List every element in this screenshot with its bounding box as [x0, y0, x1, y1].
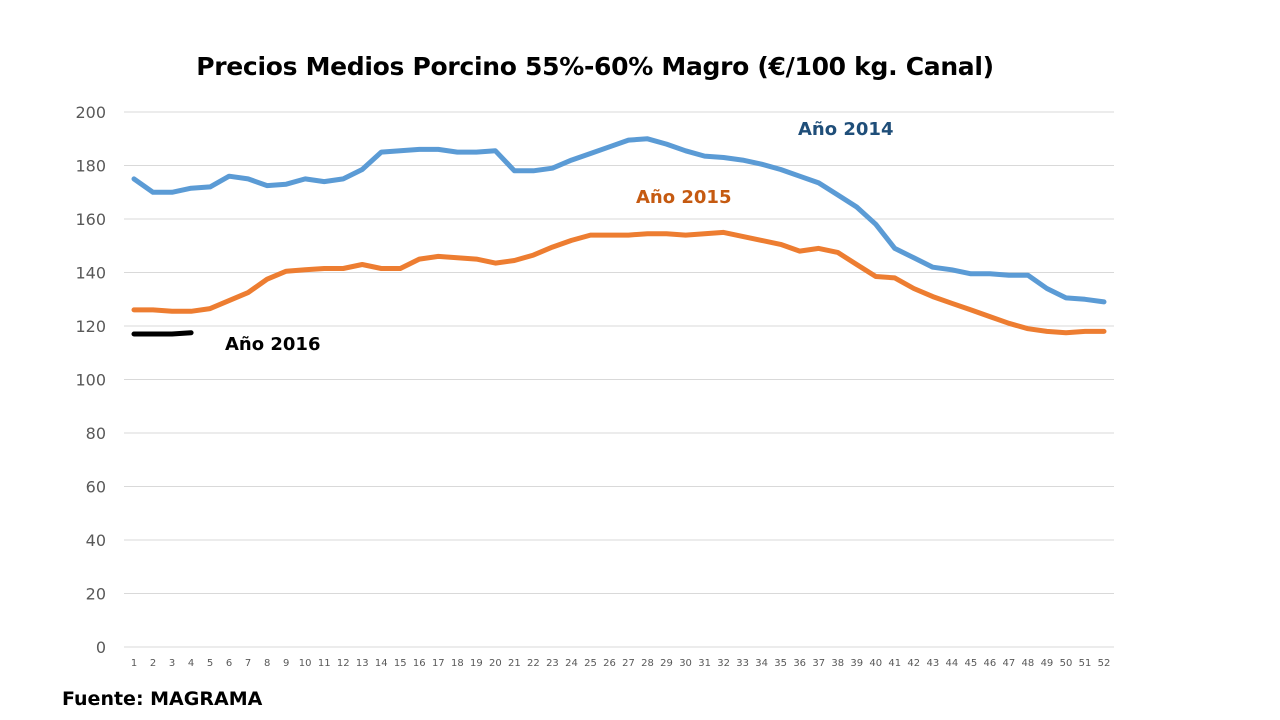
x-tick-label: 26	[603, 658, 616, 669]
x-tick-label: 29	[660, 658, 673, 669]
x-tick-label: 44	[945, 658, 958, 669]
x-tick-label: 5	[207, 658, 213, 669]
x-tick-label: 11	[318, 658, 331, 669]
x-tick-label: 39	[850, 658, 863, 669]
y-tick-label: 80	[86, 424, 106, 443]
x-tick-label: 24	[565, 658, 578, 669]
x-tick-label: 7	[245, 658, 251, 669]
x-tick-label: 35	[774, 658, 787, 669]
x-tick-label: 32	[717, 658, 730, 669]
y-tick-label: 180	[75, 157, 106, 176]
x-tick-label: 49	[1041, 658, 1054, 669]
x-tick-label: 34	[755, 658, 768, 669]
series-lines	[131, 136, 1107, 337]
gridlines	[124, 111, 1114, 648]
x-tick-label: 10	[299, 658, 312, 669]
y-tick-label: 0	[96, 638, 106, 657]
y-tick-label: 100	[75, 371, 106, 390]
series-line-año-2015	[131, 229, 1107, 336]
x-tick-label: 15	[394, 658, 407, 669]
x-tick-label: 40	[869, 658, 882, 669]
x-tick-label: 25	[584, 658, 597, 669]
x-tick-label: 50	[1060, 658, 1073, 669]
y-tick-label: 200	[75, 103, 106, 122]
x-tick-label: 12	[337, 658, 350, 669]
x-tick-label: 20	[489, 658, 502, 669]
x-tick-label: 19	[470, 658, 483, 669]
x-tick-label: 1	[131, 658, 137, 669]
x-tick-label: 43	[926, 658, 939, 669]
y-tick-label: 120	[75, 317, 106, 336]
series-label: Año 2015	[636, 187, 731, 208]
x-tick-label: 31	[698, 658, 711, 669]
series-labels: Año 2014 Año 2015 Año 2016	[225, 119, 893, 355]
x-tick-label: 30	[679, 658, 692, 669]
x-tick-label: 9	[283, 658, 289, 669]
y-tick-label: 20	[86, 585, 106, 604]
x-tick-label: 38	[831, 658, 844, 669]
x-tick-label: 36	[793, 658, 806, 669]
x-tick-label: 45	[964, 658, 977, 669]
y-tick-label: 60	[86, 478, 106, 497]
x-tick-label: 17	[432, 658, 445, 669]
x-tick-label: 14	[375, 658, 388, 669]
series-label: Año 2016	[225, 334, 320, 355]
x-tick-label: 23	[546, 658, 559, 669]
x-tick-label: 4	[188, 658, 194, 669]
x-tick-label: 21	[508, 658, 521, 669]
x-tick-label: 16	[413, 658, 426, 669]
x-tick-label: 47	[1003, 658, 1016, 669]
x-tick-label: 22	[527, 658, 540, 669]
x-tick-label: 18	[451, 658, 464, 669]
x-tick-label: 33	[736, 658, 749, 669]
source-note: Fuente: MAGRAMA	[62, 688, 263, 710]
x-tick-label: 3	[169, 658, 175, 669]
x-tick-label: 46	[984, 658, 997, 669]
x-tick-label: 48	[1022, 658, 1035, 669]
x-tick-label: 27	[622, 658, 635, 669]
x-tick-label: 28	[641, 658, 654, 669]
series-line-año-2016	[131, 330, 194, 337]
x-tick-label: 52	[1098, 658, 1111, 669]
x-tick-label: 8	[264, 658, 270, 669]
y-tick-label: 140	[75, 264, 106, 283]
chart-title: Precios Medios Porcino 55%-60% Magro (€/…	[196, 52, 994, 81]
x-tick-label: 6	[226, 658, 232, 669]
y-tick-label: 160	[75, 210, 106, 229]
y-axis-ticks: 0 20 40 60 80 100 120 140 160 180 200	[75, 103, 106, 657]
y-tick-label: 40	[86, 531, 106, 550]
x-tick-label: 42	[907, 658, 920, 669]
x-tick-label: 51	[1079, 658, 1092, 669]
x-tick-label: 41	[888, 658, 901, 669]
x-tick-label: 13	[356, 658, 369, 669]
x-axis-ticks: 1 2 3 4 5 6 7 8 9 10 11 12 13 14 15 16 17 18 19 20 21 22 23 24 2…	[131, 658, 1111, 669]
x-tick-label: 37	[812, 658, 825, 669]
series-line-año-2014	[131, 136, 1107, 305]
series-label: Año 2014	[798, 119, 893, 140]
x-tick-label: 2	[150, 658, 156, 669]
